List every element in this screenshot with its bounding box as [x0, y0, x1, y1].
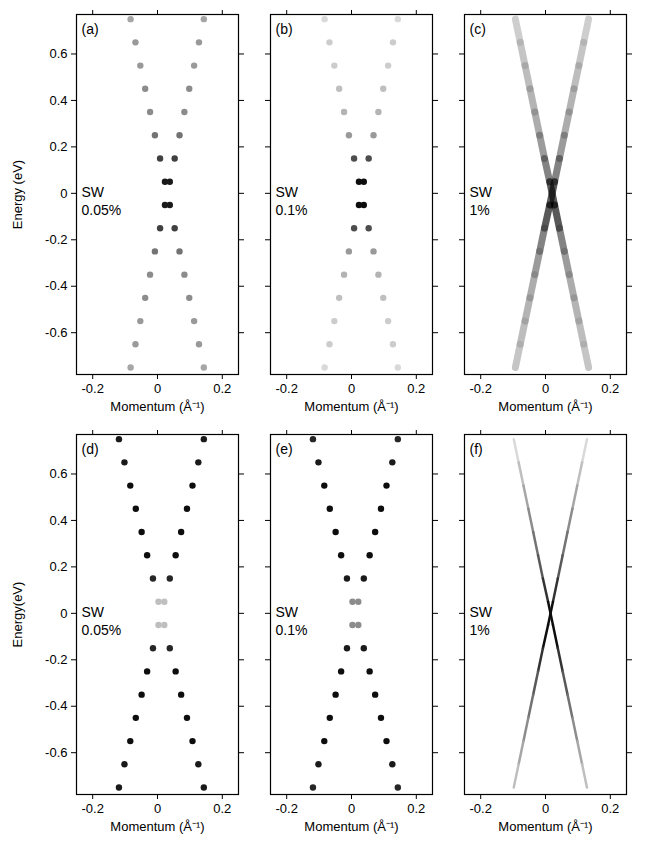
- svg-text:0.2: 0.2: [213, 801, 231, 816]
- svg-text:Momentum (Å⁻¹): Momentum (Å⁻¹): [498, 399, 592, 414]
- svg-text:Energy (eV): Energy (eV): [10, 160, 25, 229]
- svg-text:(c): (c): [470, 21, 486, 37]
- svg-text:0.05%: 0.05%: [82, 202, 122, 218]
- svg-text:-0.2: -0.2: [81, 801, 103, 816]
- svg-text:-0.6: -0.6: [45, 325, 67, 340]
- svg-text:0: 0: [348, 381, 355, 396]
- svg-text:-0.2: -0.2: [275, 381, 297, 396]
- svg-text:0: 0: [542, 801, 549, 816]
- svg-text:-0.4: -0.4: [45, 698, 67, 713]
- svg-text:0: 0: [60, 185, 67, 200]
- svg-text:0.4: 0.4: [49, 93, 67, 108]
- svg-text:0.1%: 0.1%: [276, 202, 308, 218]
- svg-text:0.2: 0.2: [49, 139, 67, 154]
- svg-text:0.2: 0.2: [407, 381, 425, 396]
- svg-text:-0.2: -0.2: [81, 381, 103, 396]
- svg-text:SW: SW: [470, 184, 493, 200]
- svg-text:0.2: 0.2: [407, 801, 425, 816]
- svg-text:1%: 1%: [470, 202, 490, 218]
- svg-text:SW: SW: [82, 184, 105, 200]
- svg-text:(f): (f): [470, 441, 483, 457]
- svg-text:Momentum (Å⁻¹): Momentum (Å⁻¹): [110, 819, 204, 834]
- svg-text:0: 0: [154, 801, 161, 816]
- svg-text:-0.2: -0.2: [45, 232, 67, 247]
- svg-text:-0.2: -0.2: [275, 801, 297, 816]
- svg-text:Momentum (Å⁻¹): Momentum (Å⁻¹): [304, 819, 398, 834]
- svg-text:(a): (a): [82, 21, 99, 37]
- svg-text:Momentum (Å⁻¹): Momentum (Å⁻¹): [110, 399, 204, 414]
- svg-text:0.6: 0.6: [49, 466, 67, 481]
- svg-text:0.4: 0.4: [49, 513, 67, 528]
- svg-text:0.1%: 0.1%: [276, 622, 308, 638]
- svg-text:0: 0: [154, 381, 161, 396]
- svg-text:(d): (d): [82, 441, 99, 457]
- svg-text:0.2: 0.2: [213, 381, 231, 396]
- svg-text:0: 0: [348, 801, 355, 816]
- svg-text:SW: SW: [82, 604, 105, 620]
- svg-text:0.2: 0.2: [601, 381, 619, 396]
- svg-text:-0.6: -0.6: [45, 745, 67, 760]
- svg-text:SW: SW: [470, 604, 493, 620]
- svg-text:-0.2: -0.2: [45, 652, 67, 667]
- svg-text:Energy(eV): Energy(eV): [10, 582, 25, 648]
- svg-text:0: 0: [542, 381, 549, 396]
- svg-text:(b): (b): [276, 21, 293, 37]
- svg-text:SW: SW: [276, 184, 299, 200]
- svg-text:0.2: 0.2: [601, 801, 619, 816]
- svg-text:0: 0: [60, 605, 67, 620]
- svg-text:Momentum (Å⁻¹): Momentum (Å⁻¹): [304, 399, 398, 414]
- svg-text:-0.2: -0.2: [469, 801, 491, 816]
- svg-text:0.6: 0.6: [49, 46, 67, 61]
- svg-text:0.2: 0.2: [49, 559, 67, 574]
- svg-text:0.05%: 0.05%: [82, 622, 122, 638]
- svg-text:-0.4: -0.4: [45, 278, 67, 293]
- svg-text:Momentum (Å⁻¹): Momentum (Å⁻¹): [498, 819, 592, 834]
- svg-text:(e): (e): [276, 441, 293, 457]
- svg-text:-0.2: -0.2: [469, 381, 491, 396]
- svg-text:SW: SW: [276, 604, 299, 620]
- svg-text:1%: 1%: [470, 622, 490, 638]
